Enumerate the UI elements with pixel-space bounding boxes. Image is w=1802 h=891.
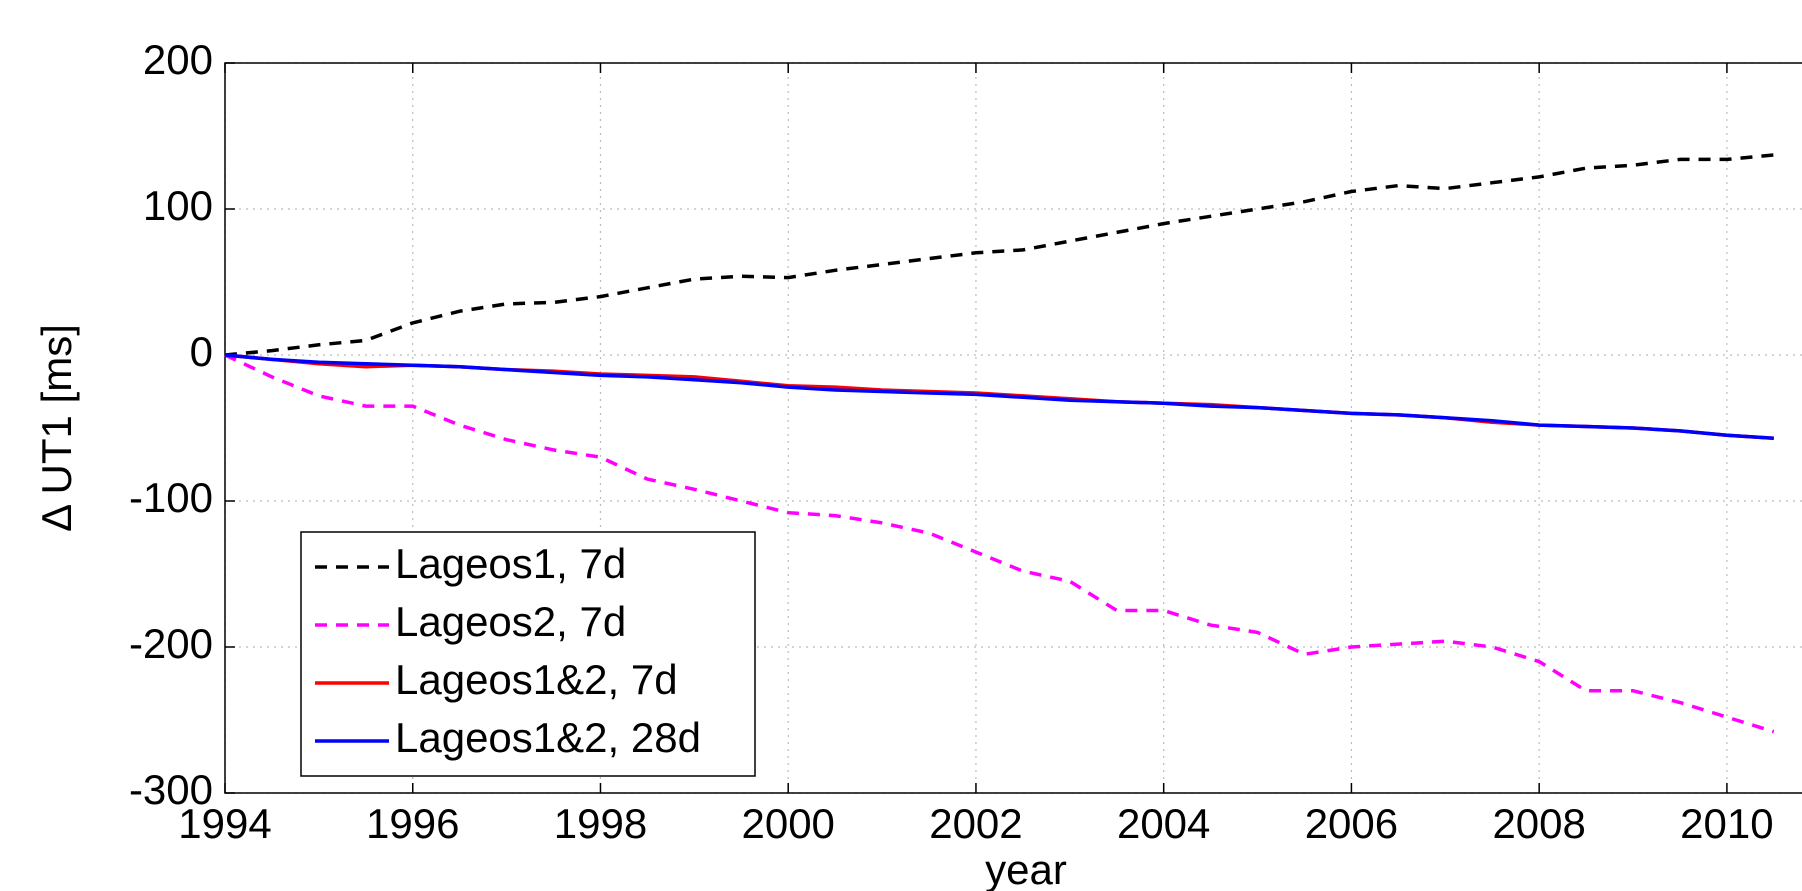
- x-tick-label: 2002: [929, 800, 1022, 847]
- legend-box: [300, 531, 756, 777]
- x-tick-label: 2004: [1117, 800, 1210, 847]
- x-tick-label: 2000: [741, 800, 834, 847]
- x-tick-label: 2006: [1305, 800, 1398, 847]
- series-line: [224, 353, 1774, 440]
- series-line: [224, 353, 1775, 734]
- x-axis-label: year: [985, 846, 1067, 891]
- axis-frame: [224, 62, 1802, 794]
- x-tick-label: 2010: [1680, 800, 1773, 847]
- y-tick-label: 0: [190, 328, 213, 375]
- y-tick-label: -300: [129, 766, 213, 813]
- y-tick-label: -100: [129, 474, 213, 521]
- legend: Lageos1, 7d Lageos2, 7d Lageos1&2, 7d Lageo…: [300, 531, 756, 777]
- legend-label: Lageos1, 7d: [395, 540, 626, 587]
- x-tick-label: 1998: [554, 800, 647, 847]
- x-tick-label: 1996: [366, 800, 459, 847]
- legend-label: Lageos1&2, 28d: [395, 714, 701, 761]
- legend-label: Lageos1&2, 7d: [395, 656, 678, 703]
- x-tick-label: 2008: [1492, 800, 1585, 847]
- series-line: [224, 153, 1774, 357]
- y-axis-label: Δ UT1 [ms]: [33, 324, 80, 532]
- y-tick-label: -200: [129, 620, 213, 667]
- y-tick-label: 100: [143, 182, 213, 229]
- x-tick-label: 1994: [178, 800, 271, 847]
- y-tick-label: 200: [143, 36, 213, 83]
- legend-label: Lageos2, 7d: [395, 598, 626, 645]
